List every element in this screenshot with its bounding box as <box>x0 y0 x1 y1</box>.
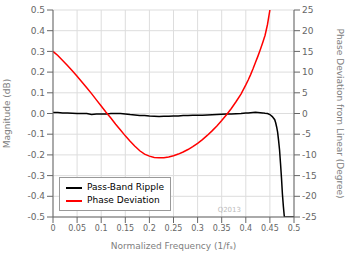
svg-text:-20: -20 <box>302 191 317 201</box>
svg-text:0.0: 0.0 <box>31 109 46 119</box>
svg-text:5: 5 <box>302 88 308 98</box>
svg-text:25: 25 <box>302 5 313 15</box>
svg-text:-0.1: -0.1 <box>27 129 45 139</box>
html-text:Pass-Band Ripple: Pass-Band Ripple <box>87 182 164 192</box>
svg-text:0: 0 <box>302 109 308 119</box>
svg-text:-10: -10 <box>302 150 317 160</box>
svg-text:0.3: 0.3 <box>31 47 45 57</box>
svg-text:0.4: 0.4 <box>239 224 252 233</box>
html-text:Phase Deviation: Phase Deviation <box>87 195 160 205</box>
svg-text:0.5: 0.5 <box>31 5 45 15</box>
svg-text:Magnitude (dB): Magnitude (dB) <box>8 79 12 148</box>
svg-text:-15: -15 <box>302 171 317 181</box>
svg-text:10: 10 <box>302 67 314 77</box>
svg-text:0.3: 0.3 <box>191 224 204 233</box>
svg-text:-0.5: -0.5 <box>27 212 45 222</box>
svg-text:0: 0 <box>50 224 55 233</box>
svg-text:0.35: 0.35 <box>213 224 231 233</box>
svg-text:0.1: 0.1 <box>31 88 45 98</box>
svg-text:0.05: 0.05 <box>68 224 86 233</box>
svg-text:0.25: 0.25 <box>165 224 183 233</box>
svg-text:-25: -25 <box>302 212 317 222</box>
svg-text:0.45: 0.45 <box>261 224 279 233</box>
html-text:Q2013: Q2013 <box>217 206 241 214</box>
svg-text:0.4: 0.4 <box>31 26 46 36</box>
svg-text:0.5: 0.5 <box>288 224 301 233</box>
svg-text:Normalized Frequency (1/fₛ): Normalized Frequency (1/fₛ) <box>111 241 237 251</box>
svg-text:0.2: 0.2 <box>143 224 156 233</box>
svg-text:-5: -5 <box>302 129 311 139</box>
svg-text:0.2: 0.2 <box>31 67 45 77</box>
svg-text:15: 15 <box>302 47 313 57</box>
svg-text:-0.2: -0.2 <box>27 150 45 160</box>
svg-text:20: 20 <box>302 26 314 36</box>
svg-text:Phase Deviation from Linear (D: Phase Deviation from Linear (Degree) <box>335 28 339 198</box>
svg-text:0.15: 0.15 <box>116 224 134 233</box>
svg-text:-0.3: -0.3 <box>27 171 45 181</box>
svg-text:0.1: 0.1 <box>95 224 108 233</box>
svg-text:-0.4: -0.4 <box>27 191 45 201</box>
